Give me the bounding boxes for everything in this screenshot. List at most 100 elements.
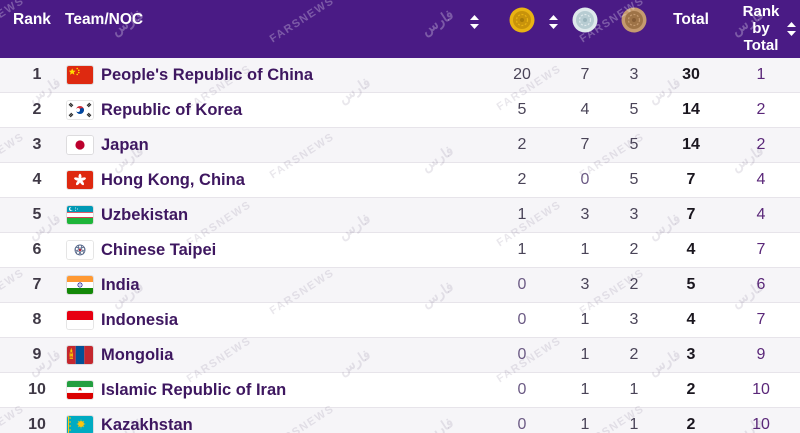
total-count: 7 xyxy=(686,206,696,223)
rank-by-total-cell: 9 xyxy=(756,346,766,363)
table-row: 9 xyxy=(0,337,800,372)
silver-count: 7 xyxy=(580,136,590,153)
rank-by-total-column-header[interactable]: Rank by Total xyxy=(722,0,800,58)
rank-by-total-cell: 6 xyxy=(756,276,766,293)
gold-count: 5 xyxy=(517,101,527,118)
rank-by-total-cell: 1 xyxy=(756,66,766,83)
team-name: Hong Kong, China xyxy=(101,170,245,189)
silver-count: 1 xyxy=(580,381,590,398)
bronze-count: 5 xyxy=(629,101,639,118)
silver-count: 1 xyxy=(580,416,590,433)
rank-cell: 7 xyxy=(32,276,42,293)
bronze-medal-icon xyxy=(621,7,647,33)
team-cell: Republic of Korea xyxy=(64,101,482,120)
team-name: Islamic Republic of Iran xyxy=(101,380,287,399)
table-row: 10 Kazakhstan xyxy=(0,407,800,433)
gold-column-header[interactable] xyxy=(482,0,562,58)
team-name: Mongolia xyxy=(101,345,174,364)
team-cell: Kazakhstan xyxy=(64,416,482,433)
bronze-count: 2 xyxy=(629,346,639,363)
flag-uzbekistan-icon xyxy=(67,206,93,224)
gold-count: 0 xyxy=(517,276,527,293)
team-name: Indonesia xyxy=(101,310,179,329)
rank-cell: 4 xyxy=(32,171,42,188)
silver-count: 1 xyxy=(580,241,590,258)
table-row: 3 Japan 2 7 5 14 2 xyxy=(0,127,800,162)
team-cell: Indonesia xyxy=(64,311,482,330)
team-name: Republic of Korea xyxy=(101,100,243,119)
bronze-count: 1 xyxy=(629,416,639,433)
rank-by-total-cell: 2 xyxy=(756,101,766,118)
sort-arrows-icon[interactable] xyxy=(469,15,480,29)
team-cell: People's Republic of China xyxy=(64,66,482,85)
table-row: 5 Uzbekistan 1 3 3 7 xyxy=(0,197,800,232)
gold-medal-icon xyxy=(509,7,535,33)
gold-count: 0 xyxy=(517,311,527,328)
rank-cell: 9 xyxy=(32,346,42,363)
rank-cell: 10 xyxy=(28,381,46,398)
total-count: 2 xyxy=(686,381,696,398)
silver-count: 1 xyxy=(580,311,590,328)
silver-count: 0 xyxy=(580,171,590,188)
bronze-count: 3 xyxy=(629,66,639,83)
silver-column-header[interactable] xyxy=(562,0,608,58)
flag-iran-icon xyxy=(67,381,93,399)
total-count: 5 xyxy=(686,276,696,293)
team-name: Uzbekistan xyxy=(101,205,189,224)
table-row: 4 Hong Kong, China 2 0 5 xyxy=(0,162,800,197)
gold-count: 2 xyxy=(517,136,527,153)
rank-cell: 2 xyxy=(32,101,42,118)
silver-count: 4 xyxy=(580,101,590,118)
gold-count: 1 xyxy=(517,241,527,258)
table-row: 10 Islamic Republic of Iran 0 1 1 2 10 xyxy=(0,372,800,407)
gold-count: 0 xyxy=(517,346,527,363)
rank-cell: 6 xyxy=(32,241,42,258)
total-count: 14 xyxy=(682,136,700,153)
total-count: 30 xyxy=(682,66,700,83)
total-count: 3 xyxy=(686,346,696,363)
total-column-header[interactable]: Total xyxy=(673,11,709,28)
bronze-column-header[interactable] xyxy=(608,0,660,58)
total-count: 4 xyxy=(686,311,696,328)
table-row: 1 People's Republic of China 20 7 3 30 1 xyxy=(0,58,800,92)
team-noc-column-header[interactable]: Team/NOC xyxy=(64,0,482,58)
flag-indonesia-icon xyxy=(67,311,93,329)
flag-china-icon xyxy=(67,66,93,84)
table-row: 6 Chinese Taipei 1 1 2 4 xyxy=(0,232,800,267)
table-body: 1 People's Republic of China 20 7 3 30 1… xyxy=(0,58,800,433)
silver-count: 1 xyxy=(580,346,590,363)
rank-by-total-cell: 4 xyxy=(756,171,766,188)
flag-chinese-taipei-icon xyxy=(67,241,93,259)
team-cell: Chinese Taipei xyxy=(64,241,482,260)
rank-by-total-cell: 10 xyxy=(752,381,770,398)
team-name: Japan xyxy=(101,135,149,154)
bronze-count: 3 xyxy=(629,311,639,328)
gold-count: 0 xyxy=(517,416,527,433)
total-count: 7 xyxy=(686,171,696,188)
rank-by-total-label: Rank by Total xyxy=(742,3,780,54)
bronze-count: 3 xyxy=(629,206,639,223)
team-cell: Uzbekistan xyxy=(64,206,482,225)
team-name: People's Republic of China xyxy=(101,65,314,84)
bronze-count: 2 xyxy=(629,276,639,293)
team-cell: Japan xyxy=(64,136,482,155)
table-row: 7 India 0 3 2 5 6 xyxy=(0,267,800,302)
total-count: 4 xyxy=(686,241,696,258)
team-name: India xyxy=(101,275,140,294)
rank-by-total-cell: 10 xyxy=(752,416,770,433)
rank-column-header[interactable]: Rank xyxy=(13,11,51,28)
sort-arrows-icon[interactable] xyxy=(548,15,559,29)
rank-by-total-cell: 2 xyxy=(756,136,766,153)
flag-india-icon xyxy=(67,276,93,294)
team-cell: Islamic Republic of Iran xyxy=(64,381,482,400)
rank-cell: 8 xyxy=(32,311,42,328)
rank-cell: 5 xyxy=(32,206,42,223)
rank-cell: 10 xyxy=(28,416,46,433)
gold-count: 20 xyxy=(513,66,531,83)
bronze-count: 2 xyxy=(629,241,639,258)
total-count: 2 xyxy=(686,416,696,433)
flag-kazakhstan-icon xyxy=(67,416,93,433)
team-name: Kazakhstan xyxy=(101,415,193,433)
sort-arrows-icon[interactable] xyxy=(786,22,797,36)
